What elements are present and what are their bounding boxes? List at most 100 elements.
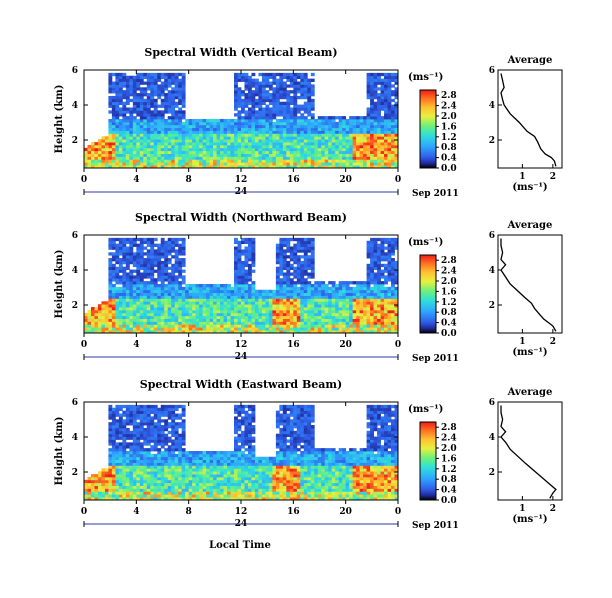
heatmap-cell (352, 144, 357, 149)
heatmap-cell (132, 260, 137, 265)
heatmap-cell (150, 404, 155, 409)
heatmap-cell (384, 289, 388, 294)
heatmap-cell (160, 87, 165, 91)
heatmap-cell (261, 119, 266, 123)
heatmap-cell (359, 324, 364, 328)
heatmap-cell (213, 298, 217, 302)
heatmap-cell (115, 90, 120, 94)
heatmap-cell (328, 298, 333, 302)
heatmap-cell (352, 327, 357, 331)
heatmap-cell (387, 72, 392, 77)
heatmap-cell (185, 150, 190, 154)
heatmap-cell (108, 78, 113, 82)
heatmap-cell (115, 156, 120, 160)
heatmap-cell (247, 98, 252, 103)
heatmap-cell (150, 465, 155, 469)
heatmap-cell (139, 153, 144, 157)
heatmap-cell (342, 153, 347, 157)
heatmap-cell (192, 124, 197, 129)
heatmap-cell (373, 281, 378, 285)
heatmap-cell (380, 309, 385, 314)
heatmap-cell (178, 78, 183, 82)
heatmap-cell (185, 165, 190, 169)
heatmap-cell (87, 491, 92, 495)
heatmap-cell (153, 119, 158, 123)
heatmap-cell (247, 301, 252, 305)
heatmap-cell (129, 491, 134, 495)
heatmap-cell (391, 121, 395, 126)
heatmap-cell (251, 269, 256, 273)
heatmap-cell (174, 243, 179, 247)
heatmap-cell (310, 87, 315, 91)
heatmap-cell (293, 249, 298, 253)
heatmap-cell (244, 286, 249, 291)
heatmap-cell (387, 93, 392, 97)
heatmap-cell (247, 315, 252, 319)
heatmap-cell (394, 124, 399, 129)
heatmap-cell (258, 159, 263, 163)
heatmap-cell (275, 252, 280, 256)
heatmap-cell (129, 462, 134, 466)
heatmap-cell (370, 153, 374, 157)
heatmap-cell (139, 81, 144, 85)
heatmap-cell (136, 422, 141, 426)
heatmap-cell (307, 266, 312, 270)
heatmap-cell (129, 451, 134, 455)
heatmap-cell (146, 476, 151, 481)
heatmap-cell (237, 246, 242, 250)
heatmap-cell (125, 284, 130, 288)
heatmap-cell (394, 93, 399, 97)
heatmap-cell (153, 307, 158, 311)
heatmap-cell (104, 312, 109, 317)
heatmap-cell (167, 107, 172, 111)
heatmap-cell (310, 104, 315, 108)
heatmap-cell (157, 72, 162, 77)
heatmap-cell (153, 72, 158, 77)
heatmap-cell (122, 136, 127, 140)
heatmap-cell (115, 474, 120, 478)
heatmap-cell (349, 295, 354, 299)
heatmap-cell (241, 275, 245, 279)
heatmap-cell (115, 321, 120, 325)
heatmap-cell (129, 488, 134, 492)
heatmap-cell (303, 75, 308, 80)
heatmap-cell (132, 255, 137, 259)
heatmap-cell (178, 286, 183, 291)
heatmap-cell (279, 255, 284, 259)
heatmap-cell (317, 156, 322, 160)
heatmap-cell (118, 419, 123, 423)
heatmap-cell (331, 307, 336, 311)
heatmap-cell (125, 307, 130, 311)
heatmap-cell (136, 410, 141, 414)
heatmap-cell (129, 156, 134, 160)
heatmap-cell (244, 324, 249, 328)
heatmap-cell (258, 130, 263, 134)
heatmap-cell (237, 93, 242, 97)
heatmap-cell (171, 318, 176, 322)
heatmap-cell (258, 301, 263, 305)
heatmap-cell (206, 124, 210, 129)
heatmap-cell (289, 162, 294, 166)
heatmap-cell (108, 237, 113, 242)
heatmap-cell (136, 72, 141, 77)
heatmap-cell (272, 93, 277, 97)
heatmap-cell (202, 147, 207, 152)
heatmap-cell (143, 419, 148, 423)
heatmap-cell (241, 101, 245, 105)
heatmap-cell (272, 330, 277, 334)
heatmap-cell (373, 113, 378, 117)
heatmap-cell (331, 301, 336, 305)
heatmap-cell (115, 249, 120, 253)
heatmap-cell (286, 78, 291, 82)
heatmap-cell (174, 324, 179, 328)
heatmap-cell (241, 75, 245, 80)
heatmap-cell (237, 78, 242, 82)
heatmap-cell (247, 90, 252, 94)
heatmap-cell (136, 433, 141, 437)
heatmap-cell (160, 104, 165, 108)
heatmap-cell (143, 456, 148, 461)
heatmap-cell (258, 101, 263, 105)
heatmap-cell (261, 84, 266, 88)
heatmap-cell (174, 298, 179, 302)
heatmap-cell (373, 142, 378, 146)
